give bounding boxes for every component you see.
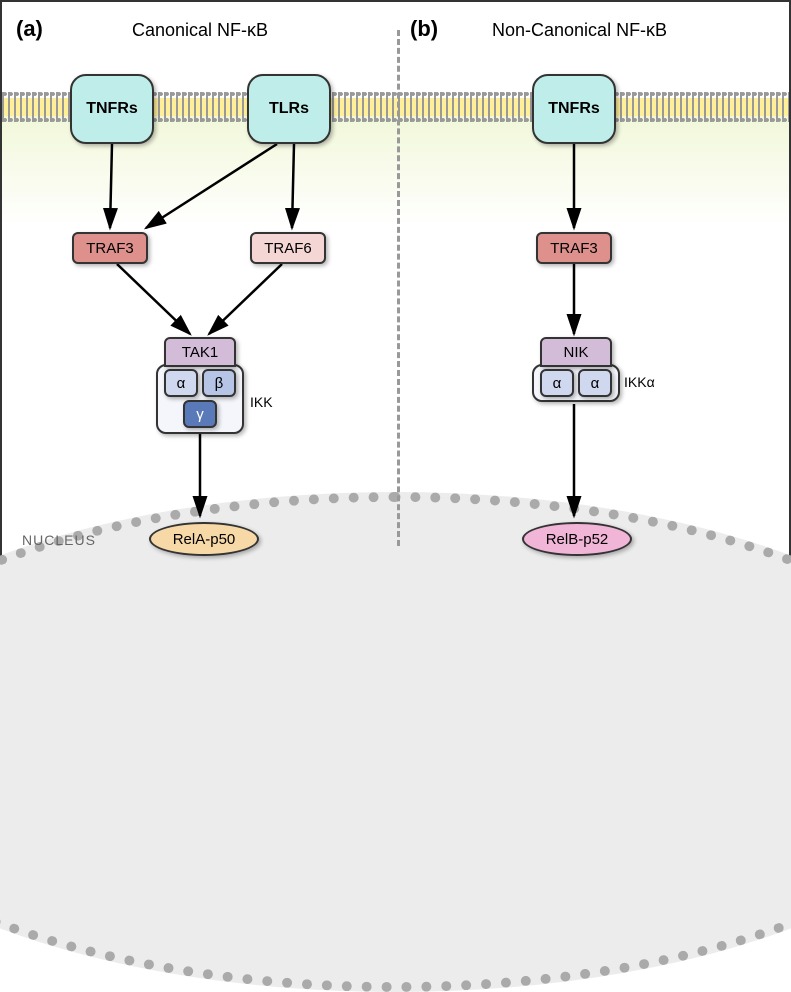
node-alpha-a: α [164, 369, 198, 397]
node-label: TNFRs [548, 100, 600, 118]
nucleus [0, 492, 791, 992]
node-beta: β [202, 369, 236, 397]
ikk-label-a: IKK [250, 394, 273, 410]
node-label: α [553, 375, 562, 392]
nucleus-label: NUCLEUS [22, 532, 96, 548]
node-relb-p52: RelB-p52 [522, 522, 632, 556]
node-nik: NIK [540, 337, 612, 367]
panel-a-label: (a) [16, 16, 43, 42]
node-tak1: TAK1 [164, 337, 236, 367]
node-label: RelA-p50 [173, 531, 236, 548]
node-label: TNFRs [86, 100, 138, 118]
ikk-label-b: IKKα [624, 374, 655, 390]
node-traf6: TRAF6 [250, 232, 326, 264]
node-label: RelB-p52 [546, 531, 609, 548]
panel-divider [397, 30, 400, 546]
node-traf3-b: TRAF3 [536, 232, 612, 264]
node-alpha-b2: α [578, 369, 612, 397]
node-tnfrs-b: TNFRs [532, 74, 616, 144]
node-label: TLRs [269, 100, 309, 118]
panel-a-title: Canonical NF-κB [132, 20, 268, 41]
node-tnfrs-a: TNFRs [70, 74, 154, 144]
node-label: α [591, 375, 600, 392]
node-label: β [215, 375, 224, 392]
panel-b-label: (b) [410, 16, 438, 42]
node-label: NIK [563, 344, 588, 361]
node-label: γ [196, 406, 204, 423]
panel-b-title: Non-Canonical NF-κB [492, 20, 667, 41]
node-gamma: γ [183, 400, 217, 428]
node-label: TRAF6 [264, 240, 312, 257]
node-traf3-a: TRAF3 [72, 232, 148, 264]
node-label: TRAF3 [86, 240, 134, 257]
node-tlrs: TLRs [247, 74, 331, 144]
node-label: α [177, 375, 186, 392]
node-alpha-b1: α [540, 369, 574, 397]
node-label: TAK1 [182, 344, 218, 361]
node-label: TRAF3 [550, 240, 598, 257]
node-rela-p50: RelA-p50 [149, 522, 259, 556]
